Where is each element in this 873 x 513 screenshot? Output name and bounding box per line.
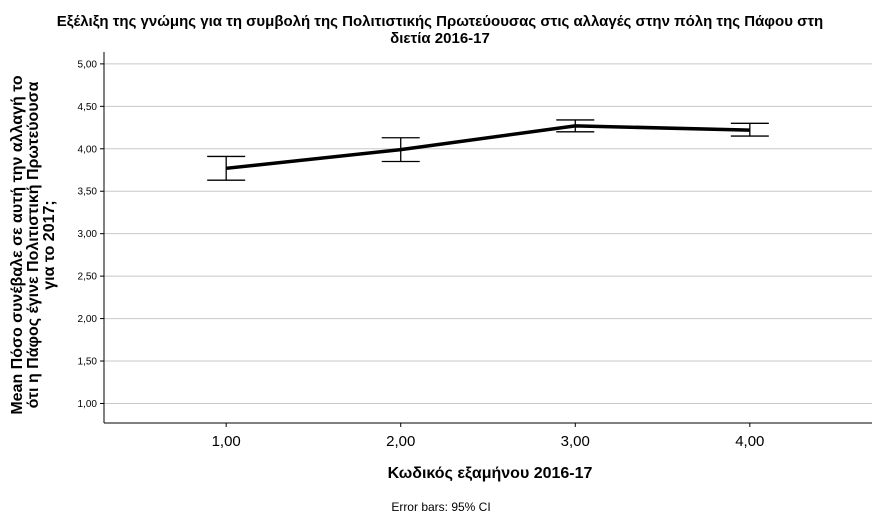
y-tick-label: 4,50 [78, 102, 98, 113]
y-tick-label: 2,00 [78, 314, 98, 325]
x-tick-label: 2,00 [386, 433, 415, 450]
y-axis-title: Mean Πόσο συνέβαλε σε αυτή την αλλαγή το… [9, 75, 58, 415]
y-tick-label: 4,00 [78, 144, 98, 155]
y-tick-label: 1,00 [78, 399, 98, 410]
y-axis-title-line-2: ότι η Πάφος έγινε Πολιτιστική Πρωτεύουσα [25, 81, 42, 408]
x-tick-label: 4,00 [735, 433, 764, 450]
gridlines [104, 63, 872, 404]
y-tick-label: 2,50 [78, 272, 98, 283]
series-line [225, 124, 750, 171]
y-tick-label: 5,00 [78, 59, 98, 70]
y-tick-label: 1,50 [78, 357, 98, 368]
x-axis-ticks: 1,00 2,00 3,00 4,00 [212, 423, 764, 450]
y-axis-title-line-1: Mean Πόσο συνέβαλε σε αυτή την αλλαγή το [9, 75, 26, 415]
error-bars-note: Error bars: 95% CI [391, 500, 490, 513]
x-tick-label: 3,00 [561, 433, 590, 450]
x-axis-title: Κωδικός εξαμήνου 2016-17 [388, 465, 593, 482]
y-tick-label: 3,50 [78, 187, 98, 198]
y-tick-label: 3,00 [78, 229, 98, 240]
y-axis-ticks: 1,00 1,50 2,00 2,50 3,00 3,50 4,00 4,50 5,00 [78, 59, 104, 410]
chart-title-line-1: Εξέλιξη της γνώμης για τη συμβολή της Πο… [57, 13, 823, 30]
x-tick-label: 1,00 [212, 433, 241, 450]
y-axis-title-line-3: για το 2017; [41, 200, 58, 289]
chart-title-line-2: διετία 2016-17 [390, 30, 490, 47]
